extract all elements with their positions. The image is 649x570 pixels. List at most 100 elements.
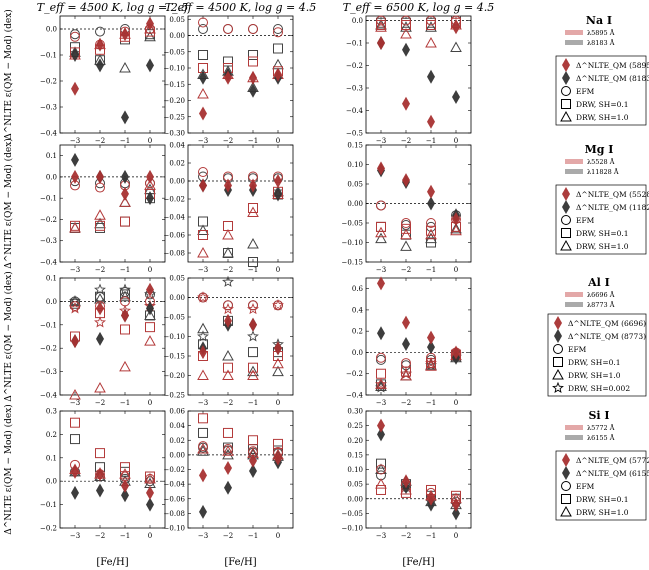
gray-square-marker xyxy=(376,458,386,469)
red-circle-marker xyxy=(401,218,411,228)
line-label-red: λ5772 Å xyxy=(587,423,615,432)
gray-triangle-marker xyxy=(197,445,209,456)
red-star-marker xyxy=(272,299,284,311)
y-tick-label: −0.3 xyxy=(40,237,57,245)
y-tick-label: −0.4 xyxy=(346,107,364,115)
x-tick-label: −2 xyxy=(95,266,105,274)
element-title-2: Al I xyxy=(587,276,610,289)
legend-circle xyxy=(561,86,571,96)
y-tick-label: 0.02 xyxy=(169,437,185,445)
dark-diamond-marker xyxy=(377,427,385,442)
red-square-marker xyxy=(248,362,258,373)
red-square-marker xyxy=(376,221,386,232)
line-swatch-gray xyxy=(565,169,583,174)
x-tick-label: 0 xyxy=(454,137,458,145)
legend-label: DRW, SH=0.1 xyxy=(576,100,629,109)
red-diamond-marker xyxy=(121,308,129,323)
panel-3-2: 0.30 0.25 0.20 0.15 0.10 0.05 0.00 −0.05 −0.10 −3… xyxy=(342,408,472,540)
y-tick-label: −0.02 xyxy=(164,196,185,204)
red-triangle-marker xyxy=(197,442,209,454)
legend-label: Δ^NLTE_QM (5895) xyxy=(576,61,649,70)
dark-diamond-marker xyxy=(96,331,104,346)
y-tick-label: −0.4 xyxy=(346,392,364,400)
line-swatch-red xyxy=(565,292,583,297)
red-diamond-marker xyxy=(274,67,282,82)
y-tick-label: 0.15 xyxy=(347,142,363,150)
dark-diamond-marker xyxy=(96,58,104,73)
red-square-marker xyxy=(248,56,258,67)
red-circle-marker xyxy=(70,31,80,42)
red-circle-marker xyxy=(223,24,233,34)
y-tick-label: 0.00 xyxy=(169,451,185,459)
red-diamond-marker xyxy=(427,330,435,345)
dark-diamond-marker xyxy=(146,191,154,206)
element-title-0: Na I xyxy=(586,14,612,27)
legend-label: DRW, SH=1.0 xyxy=(568,371,621,380)
y-tick-label: −0.10 xyxy=(342,525,363,533)
panel-2-2: 0.6 0.4 0.2 0.0 −0.2 −0.4 −3 −2 −1 0 xyxy=(346,276,472,407)
y-tick-label: −0.1 xyxy=(40,52,57,60)
panel-frame xyxy=(187,144,294,263)
red-triangle-marker xyxy=(222,445,234,456)
dark-diamond-marker xyxy=(224,480,232,495)
red-diamond-marker xyxy=(224,461,232,476)
y-tick-label: −0.05 xyxy=(342,220,363,228)
legend-square xyxy=(561,494,571,504)
x-tick-label: 0 xyxy=(276,266,280,274)
x-tick-label: −3 xyxy=(376,137,386,145)
gray-triangle-marker xyxy=(425,232,437,244)
legend-label: EFM xyxy=(576,216,595,225)
red-square-marker xyxy=(376,20,386,30)
gray-square-marker xyxy=(223,56,233,67)
x-tick-label: 0 xyxy=(148,137,152,145)
panel-frame xyxy=(187,15,294,134)
marker-legend-3: Δ^NLTE_QM (5772) Δ^NLTE_QM (6155) EFM DRW, … xyxy=(555,450,649,521)
panel-frame xyxy=(59,410,166,529)
red-triangle-marker xyxy=(119,468,131,479)
legend-star xyxy=(552,381,564,393)
red-triangle-marker xyxy=(247,369,259,380)
x-tick-label: −2 xyxy=(95,399,105,407)
panel-0-2: 0.0 −0.1 −0.2 −0.3 −0.4 −0.5 −3 −2 −1 0 xyxy=(346,15,472,145)
y-tick-label: 0.10 xyxy=(347,466,363,474)
red-star-marker xyxy=(69,302,81,314)
red-circle-marker xyxy=(223,300,233,311)
line-label-red: λ5895 Å xyxy=(587,28,615,37)
red-diamond-marker xyxy=(121,27,129,42)
red-diamond-marker xyxy=(71,81,79,96)
x-tick-label: −3 xyxy=(70,532,80,540)
legend-dark-diamond xyxy=(562,71,570,85)
dark-diamond-marker xyxy=(402,336,410,351)
y-tick-label: 0.20 xyxy=(347,437,363,445)
x-tick-label: −3 xyxy=(70,266,80,274)
gray-square-marker xyxy=(198,427,208,438)
red-star-marker xyxy=(197,291,209,303)
red-circle-marker xyxy=(198,441,208,452)
red-diamond-marker xyxy=(402,173,410,188)
legend-box xyxy=(555,55,647,126)
element-title-1: Mg I xyxy=(585,143,614,156)
x-tick-label: −1 xyxy=(426,399,436,407)
legend-label: Δ^NLTE_QM (11828) xyxy=(576,203,649,212)
x-tick-label: 0 xyxy=(276,137,280,145)
line-swatch-gray xyxy=(565,435,583,440)
dark-diamond-marker xyxy=(199,504,207,519)
y-tick-label: 0.05 xyxy=(169,16,185,24)
red-square-marker xyxy=(145,471,155,482)
y-tick-label: −0.25 xyxy=(164,392,185,400)
red-star-marker xyxy=(222,303,234,315)
red-circle-marker xyxy=(376,352,386,363)
y-tick-label: 0.1 xyxy=(46,454,57,462)
legend-label: EFM xyxy=(576,87,595,96)
red-square-marker xyxy=(70,417,80,428)
legend-triangle xyxy=(552,368,564,380)
x-tick-label: −2 xyxy=(401,532,411,540)
x-tick-label: −1 xyxy=(248,399,258,407)
legend-label: EFM xyxy=(568,345,587,354)
red-triangle-marker xyxy=(375,226,387,238)
x-tick-label: −1 xyxy=(426,137,436,145)
x-tick-label: −3 xyxy=(198,399,208,407)
panel-3-0: 0.3 0.2 0.1 0.0 −0.1 −0.2 −3 −2 −1 0 xyxy=(40,408,166,540)
x-tick-label: −1 xyxy=(120,266,130,274)
